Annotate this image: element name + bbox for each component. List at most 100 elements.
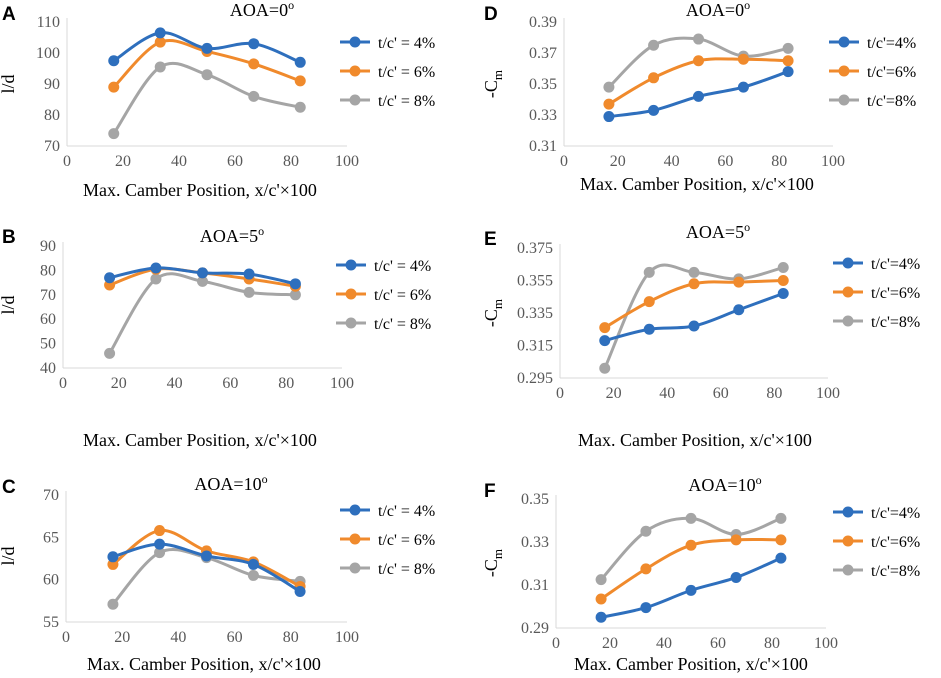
x-axis-label: Max. Camber Position, x/c'×100: [580, 174, 814, 194]
x-tick-label: 60: [713, 385, 729, 402]
x-tick-label: 100: [816, 385, 840, 402]
x-tick-label: 60: [227, 153, 243, 170]
data-point: [154, 547, 166, 559]
chart-title: AOA=10o: [194, 472, 267, 494]
chart-title: AOA=5o: [686, 220, 750, 242]
legend-marker: [838, 94, 850, 106]
data-point: [603, 98, 615, 110]
data-point: [289, 278, 301, 290]
data-point: [595, 593, 607, 605]
legend-label: t/c' = 4%: [378, 35, 435, 52]
panel-letter: B: [2, 227, 16, 248]
legend-label: t/c'=6%: [871, 285, 920, 302]
x-axis-label: Max. Camber Position, x/c'×100: [87, 654, 321, 674]
y-tick-label: 60: [40, 311, 56, 328]
chart-title: AOA=0o: [230, 0, 294, 20]
data-point: [688, 320, 700, 332]
y-axis-label-subscript: m: [490, 549, 505, 559]
y-tick-label: 70: [43, 487, 59, 504]
y-tick-label: 0.375: [517, 240, 553, 257]
data-point: [640, 525, 652, 537]
chart-title-text: AOA=10: [688, 475, 755, 495]
chart-title: AOA=10o: [688, 473, 761, 495]
data-point: [693, 33, 704, 45]
y-axis-label: -Cm: [481, 549, 505, 577]
chart-title-text: AOA=10: [194, 474, 261, 494]
data-point: [150, 262, 162, 274]
data-point: [294, 101, 306, 113]
legend-marker: [842, 506, 854, 518]
y-axis-label-text: -C: [481, 309, 501, 327]
y-tick-label: 0.35: [521, 491, 549, 508]
legend-label: t/c' = 8%: [374, 316, 431, 333]
x-tick-label: 0: [552, 635, 560, 652]
data-point: [201, 42, 213, 54]
chart-panel-f: F AOA=10o 0 20 40 60 80 100 0.29 0.31 0.33 0.35 Max.…: [481, 473, 920, 674]
chart-title: AOA=0o: [686, 0, 750, 20]
x-tick-label: 0: [62, 629, 70, 646]
chart-title-text: AOA=0: [686, 0, 744, 20]
legend-label: t/c' = 8%: [378, 93, 435, 110]
y-tick-label: 0.37: [529, 45, 557, 62]
data-point: [154, 27, 166, 39]
x-tick-label: 100: [330, 375, 354, 392]
data-point: [733, 304, 745, 316]
chart-panel-a: A AOA=0o 0 20 40 60 80 100 70 80 90 100 110 Max. Camb…: [0, 0, 435, 200]
data-point: [107, 551, 119, 563]
legend-marker: [842, 257, 854, 269]
legend-label: t/c' = 6%: [374, 287, 431, 304]
legend-label: t/c'=4%: [871, 505, 920, 522]
x-tick-label: 60: [222, 375, 238, 392]
x-tick-label: 0: [63, 153, 71, 170]
legend-marker: [349, 36, 361, 48]
panel-letter: F: [484, 481, 496, 502]
data-point: [154, 61, 166, 73]
chart-title-text: AOA=0: [230, 0, 288, 20]
data-point: [603, 81, 615, 93]
panel-letter: E: [484, 229, 497, 250]
data-point: [294, 586, 306, 598]
data-point: [201, 550, 212, 562]
data-point: [730, 534, 742, 546]
chart-panel-b: B AOA=5o 0 20 40 60 80 100 40 50 60 70 80 90 Max. Camb…: [0, 224, 431, 450]
chart-title-degree: o: [288, 0, 294, 12]
chart-title-degree: o: [262, 472, 268, 486]
data-point: [599, 322, 611, 334]
y-axis-label-subscript: m: [490, 299, 505, 309]
x-tick-label: 80: [283, 153, 299, 170]
legend-label: t/c'=6%: [871, 534, 920, 551]
y-tick-label: 80: [44, 107, 60, 124]
data-point: [777, 262, 789, 273]
y-axis-label: -Cm: [481, 70, 505, 98]
legend-marker: [842, 564, 854, 576]
data-point: [595, 611, 607, 623]
y-tick-label: 70: [40, 287, 56, 304]
data-point: [775, 534, 787, 546]
x-tick-label: 100: [335, 629, 359, 646]
data-point: [247, 569, 259, 581]
data-point: [104, 272, 116, 284]
x-tick-label: 0: [560, 153, 568, 170]
y-axis-label-text: -C: [481, 80, 501, 98]
x-tick-label: 40: [656, 635, 672, 652]
y-axis-label: l/d: [0, 295, 18, 314]
chart-title-degree: o: [756, 473, 762, 487]
chart-title-text: AOA=5: [200, 226, 258, 246]
data-point: [243, 268, 255, 280]
y-axis-label-text: l/d: [0, 546, 18, 565]
data-point: [248, 38, 260, 50]
y-tick-label: 100: [36, 45, 60, 62]
x-tick-label: 60: [710, 635, 726, 652]
legend-marker: [838, 36, 850, 48]
data-point: [599, 335, 611, 347]
y-tick-label: 0.31: [529, 138, 557, 155]
data-point: [643, 266, 655, 278]
data-point: [648, 72, 660, 84]
data-point: [730, 571, 742, 583]
y-tick-label: 90: [40, 238, 56, 255]
x-tick-label: 80: [771, 153, 787, 170]
x-tick-label: 40: [171, 153, 187, 170]
y-axis-label: l/d: [0, 546, 18, 565]
y-tick-label: 0.35: [529, 76, 557, 93]
y-axis-label-text: l/d: [0, 295, 18, 314]
